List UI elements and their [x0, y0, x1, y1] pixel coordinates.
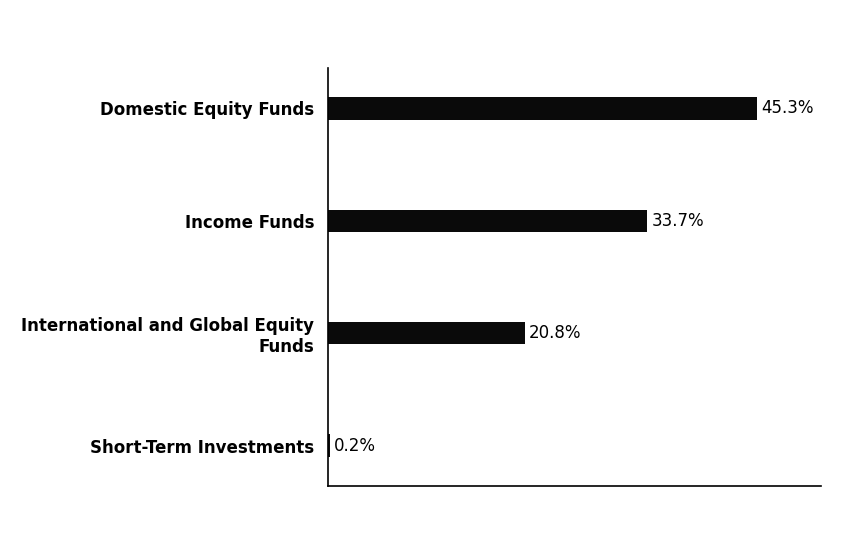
Text: 45.3%: 45.3%: [761, 99, 814, 118]
Bar: [328, 322, 525, 344]
Bar: [328, 434, 330, 457]
Bar: [328, 210, 647, 232]
Bar: [328, 97, 758, 120]
Text: 20.8%: 20.8%: [529, 324, 581, 342]
Text: 33.7%: 33.7%: [651, 212, 704, 230]
Text: 0.2%: 0.2%: [334, 437, 376, 455]
